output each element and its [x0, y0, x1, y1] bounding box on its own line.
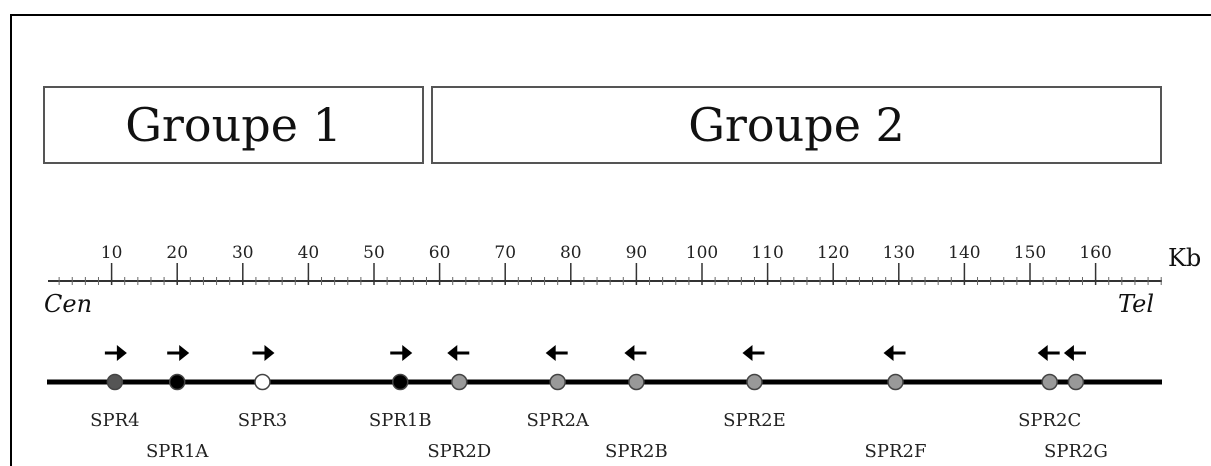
gene-arrowhead-spr1a	[179, 345, 190, 361]
scale-tick-label: 50	[363, 243, 385, 263]
scale-tick-label: 160	[1079, 243, 1111, 263]
gene-label-spr1a: SPR1A	[146, 441, 209, 462]
gene-marker-spr1a	[168, 373, 186, 391]
diagram-frame: Groupe 1 Groupe 2	[10, 14, 1211, 466]
gene-marker-spr3	[254, 373, 271, 391]
scale-tick-label: 150	[1014, 243, 1046, 263]
scale-tick-label: 60	[429, 243, 451, 263]
gene-arrowhead-spr2a	[545, 345, 556, 361]
gene-marker-spr4	[106, 373, 124, 391]
gene-label-spr2a: SPR2A	[526, 410, 589, 431]
gene-marker-spr2g	[1067, 373, 1085, 391]
gene-marker-spr2e	[746, 373, 763, 391]
gene-label-spr1b: SPR1B	[369, 410, 432, 431]
scale-tick-label: 140	[948, 243, 980, 263]
gene-arrowhead-spr4	[116, 345, 127, 361]
gene-marker-spr2b	[628, 373, 645, 391]
gene-arrowhead-spr2b	[624, 345, 635, 361]
scale-tick-label: 130	[883, 243, 915, 263]
group-1-box: Groupe 1	[43, 86, 424, 164]
scale-tick-label: 30	[232, 243, 254, 263]
gene-marker-spr2a	[549, 373, 566, 391]
scale-unit-label: Kb	[1168, 244, 1201, 272]
scale-tick-label: 10	[101, 243, 123, 263]
gene-arrowhead-spr2c	[1037, 345, 1048, 361]
gene-label-spr2c: SPR2C	[1018, 410, 1081, 431]
scale-tick-label: 90	[626, 243, 648, 263]
gene-arrowhead-spr2e	[742, 345, 753, 361]
gene-label-spr3: SPR3	[238, 410, 287, 431]
gene-arrowhead-spr2g	[1063, 345, 1074, 361]
gene-label-spr4: SPR4	[90, 410, 139, 431]
telomere-label: Tel	[1118, 290, 1154, 318]
gene-label-spr2d: SPR2D	[427, 441, 491, 462]
group-2-label: Groupe 2	[688, 98, 905, 152]
scale-tick-label: 120	[817, 243, 849, 263]
gene-label-spr2g: SPR2G	[1044, 441, 1108, 462]
gene-marker-spr2f	[887, 373, 904, 391]
gene-arrowhead-spr3	[264, 345, 275, 361]
group-1-label: Groupe 1	[125, 98, 342, 152]
centromere-label: Cen	[44, 290, 92, 318]
gene-label-spr2f: SPR2F	[865, 441, 927, 462]
gene-marker-spr1b	[391, 373, 409, 391]
gene-marker-spr2c	[1041, 373, 1058, 391]
gene-marker-spr2d	[451, 373, 468, 391]
scale-tick-label: 100	[686, 243, 718, 263]
scale-tick-label: 70	[494, 243, 516, 263]
gene-arrowhead-spr1b	[402, 345, 413, 361]
scale-tick-label: 110	[751, 243, 783, 263]
scale-tick-label: 80	[560, 243, 582, 263]
gene-arrowhead-spr2d	[447, 345, 458, 361]
gene-label-spr2e: SPR2E	[723, 410, 786, 431]
scale-tick-label: 40	[298, 243, 320, 263]
group-2-box: Groupe 2	[431, 86, 1162, 164]
gene-arrowhead-spr2f	[883, 345, 894, 361]
gene-label-spr2b: SPR2B	[605, 441, 668, 462]
scale-tick-label: 20	[166, 243, 188, 263]
